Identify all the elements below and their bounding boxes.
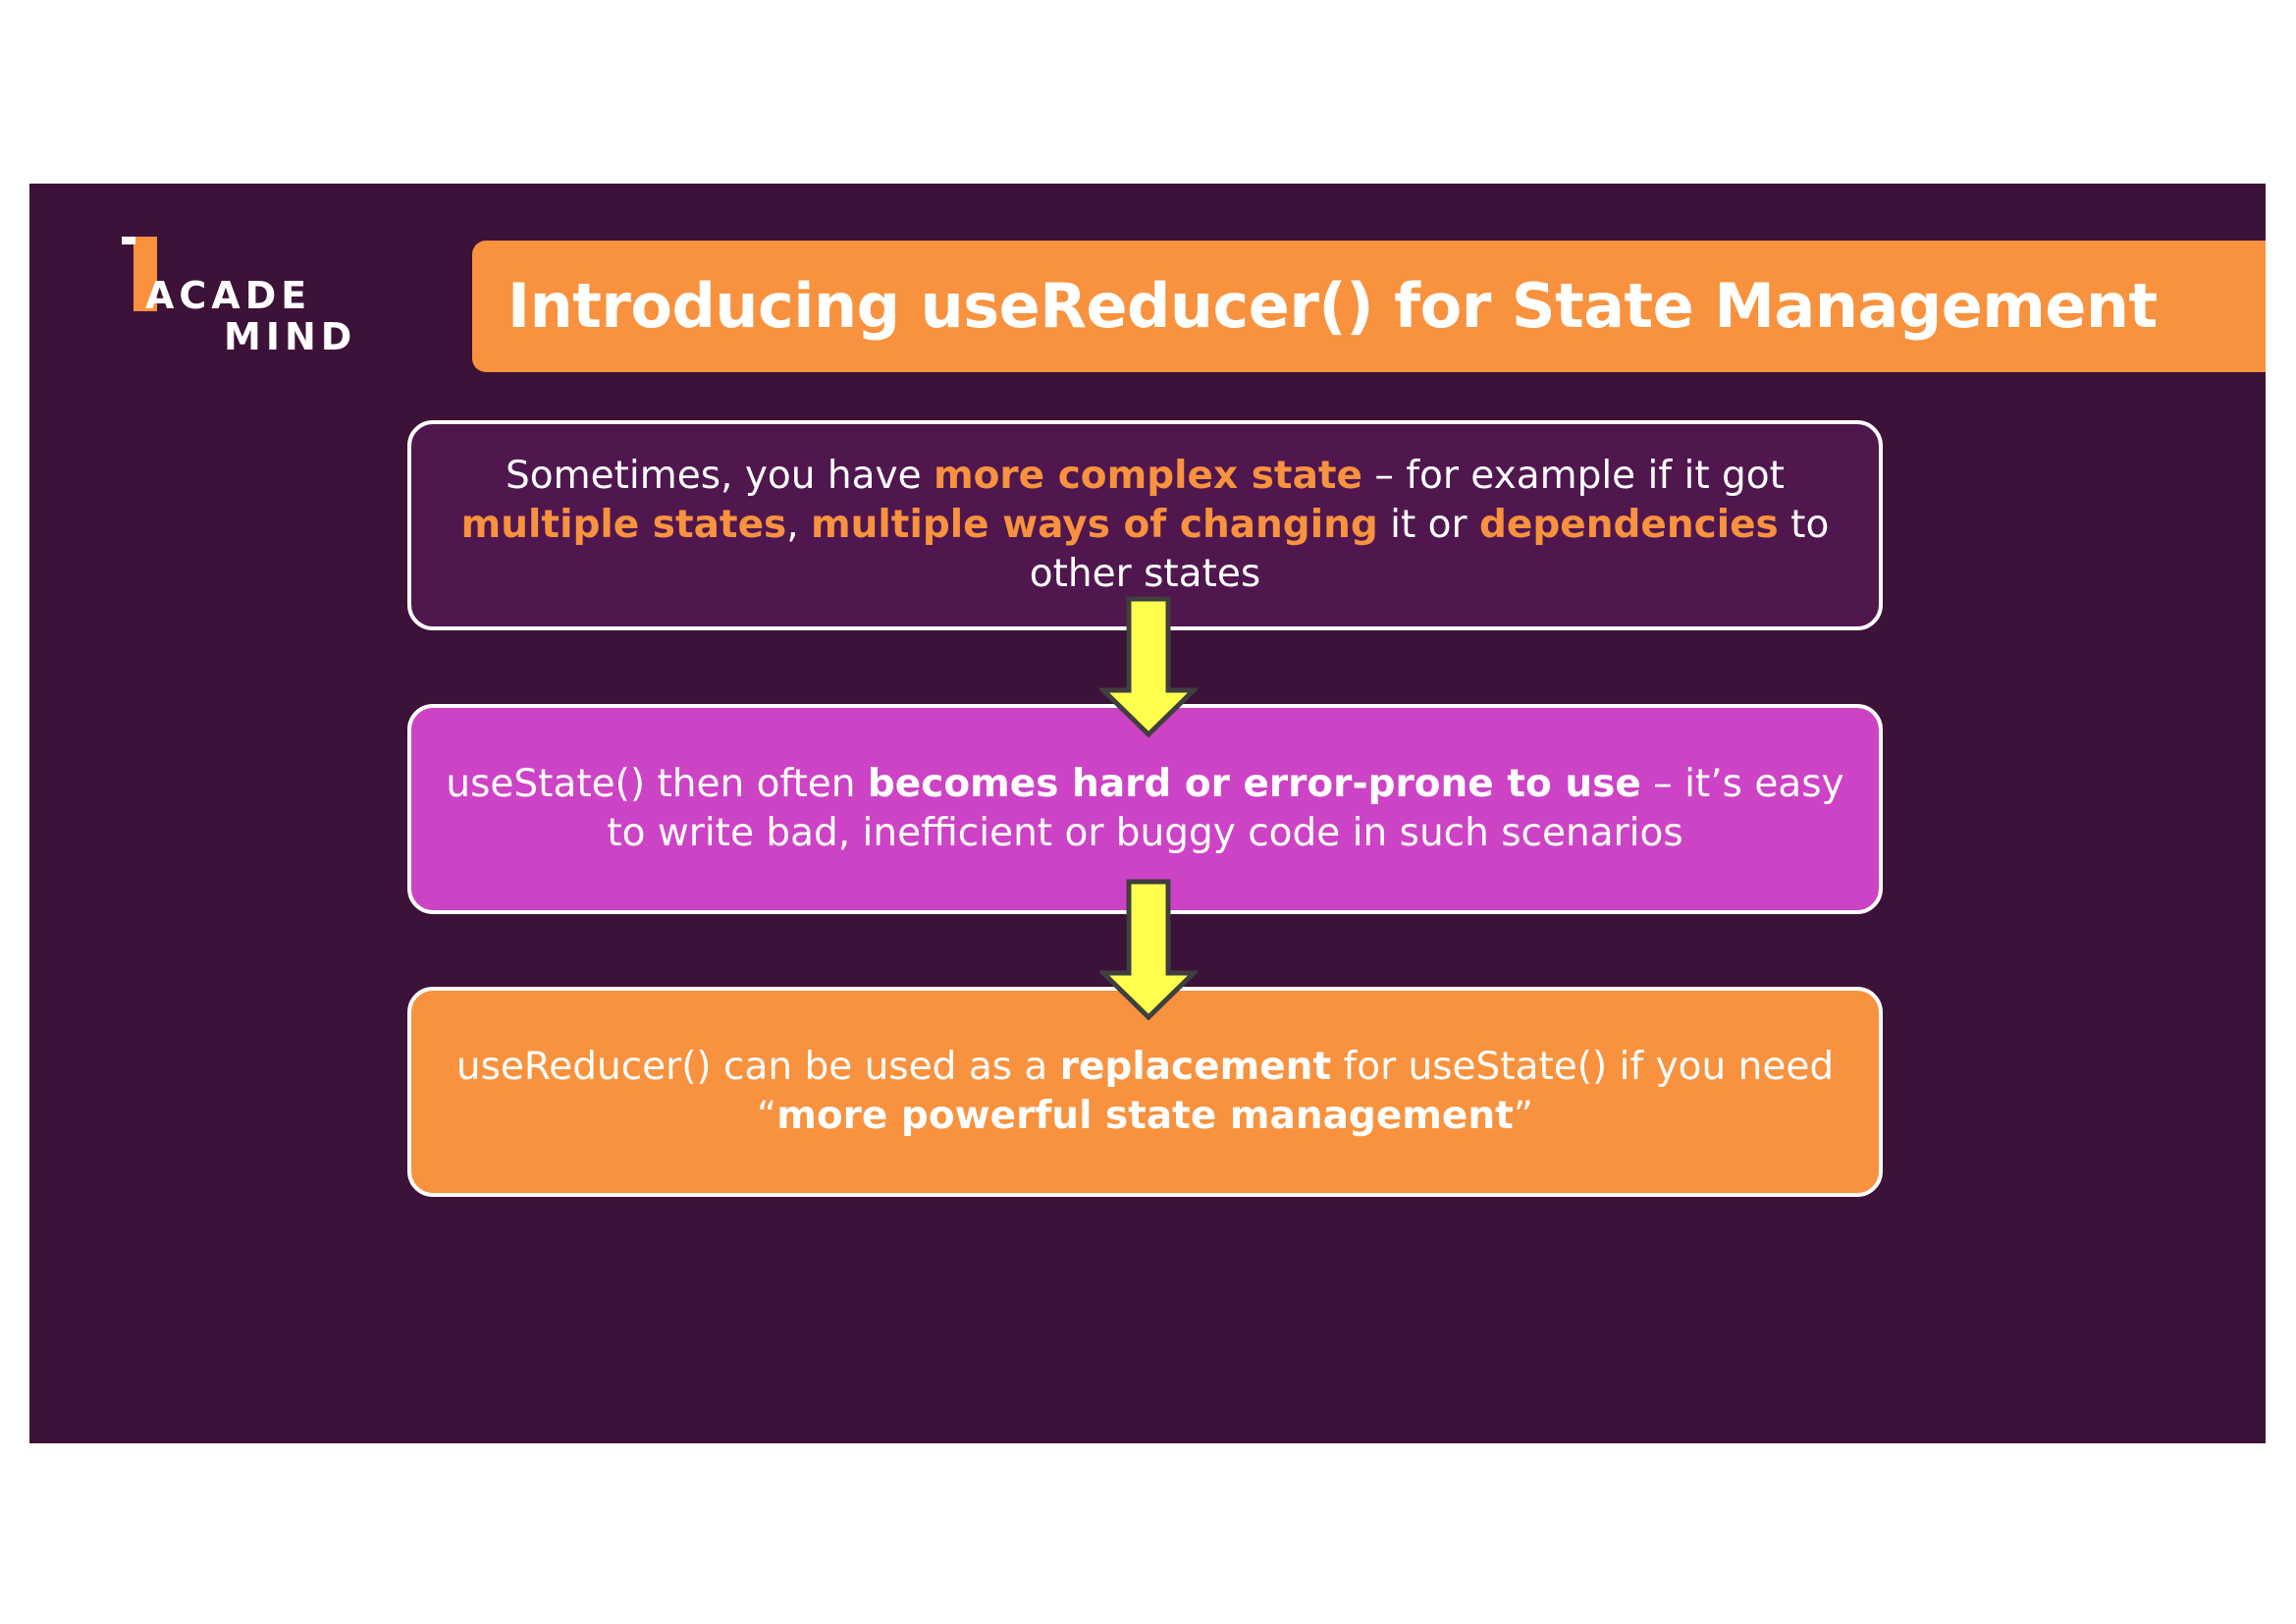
slide: ACADE MIND Introducing useReducer() for … bbox=[29, 184, 2266, 1443]
complex-state-box: Sometimes, you have more complex state –… bbox=[407, 420, 1883, 630]
box2-text-1: useState() then often bbox=[446, 762, 868, 806]
complex-state-text: Sometimes, you have more complex state –… bbox=[441, 452, 1849, 599]
usereducer-solution-box: useReducer() can be used as a replacemen… bbox=[407, 987, 1883, 1197]
usestate-problem-text: useState() then often becomes hard or er… bbox=[441, 760, 1849, 858]
academind-logo: ACADE MIND bbox=[88, 235, 351, 372]
logo-flag-icon bbox=[122, 237, 157, 311]
page-title: Introducing useReducer() for State Manag… bbox=[507, 270, 2158, 342]
title-bar: Introducing useReducer() for State Manag… bbox=[472, 241, 2266, 372]
box1-text-1: Sometimes, you have bbox=[506, 454, 934, 498]
box1-highlight-4: dependencies bbox=[1478, 503, 1779, 547]
usereducer-solution-text: useReducer() can be used as a replacemen… bbox=[441, 1043, 1849, 1141]
box1-highlight-1: more complex state bbox=[934, 454, 1362, 498]
box1-highlight-3: multiple ways of changing bbox=[811, 503, 1378, 547]
down-arrow-icon bbox=[1099, 879, 1198, 1020]
box1-text-4: it or bbox=[1377, 503, 1479, 547]
usestate-problem-box: useState() then often becomes hard or er… bbox=[407, 704, 1883, 914]
logo-text-line1: ACADE bbox=[145, 274, 312, 317]
box2-bold-1: becomes hard or error-prone to use bbox=[867, 762, 1641, 806]
box3-text-3: ” bbox=[1513, 1094, 1533, 1138]
box3-text-2: for useState() if you need “ bbox=[757, 1045, 1835, 1138]
box3-bold-2: more powerful state management bbox=[776, 1094, 1514, 1138]
box2-text-2: – it’s easy to write bad, inefficient or… bbox=[607, 762, 1844, 855]
box1-text-5: to other states bbox=[1029, 503, 1830, 596]
box1-text-3: , bbox=[786, 503, 812, 547]
logo-text-line2: MIND bbox=[224, 315, 357, 358]
box3-bold-1: replacement bbox=[1059, 1045, 1332, 1089]
box1-highlight-2: multiple states bbox=[460, 503, 787, 547]
box1-text-2: – for example if it got bbox=[1362, 454, 1785, 498]
down-arrow-icon bbox=[1099, 596, 1198, 737]
box3-text-1: useReducer() can be used as a bbox=[455, 1045, 1060, 1089]
